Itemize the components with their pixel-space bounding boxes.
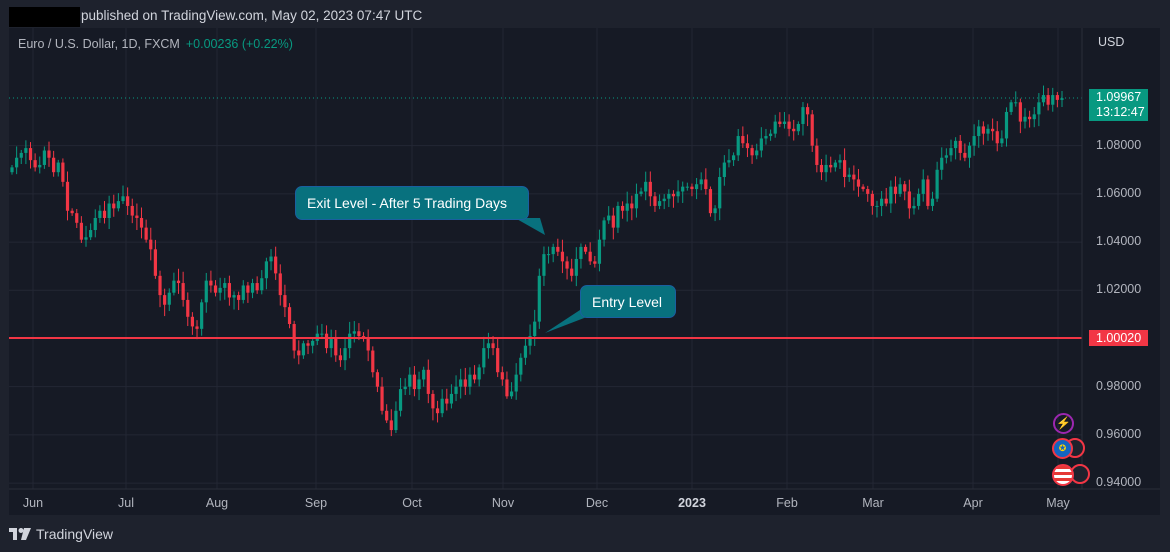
month-label: Aug: [205, 496, 229, 510]
current-price: 1.09967: [1096, 90, 1142, 104]
publish-header: published on TradingView.com, May 02, 20…: [0, 0, 1170, 32]
eu-flag-event-icon[interactable]: ✪: [1052, 438, 1073, 459]
lightning-event-icon[interactable]: ⚡: [1053, 413, 1074, 434]
month-label: Sep: [304, 496, 328, 510]
published-text: published on TradingView.com, May 02, 20…: [81, 8, 423, 23]
month-label: Jun: [22, 496, 44, 510]
price-tick: 0.96000: [1096, 427, 1142, 441]
month-label: Feb: [776, 496, 798, 510]
currency-label[interactable]: USD: [1098, 35, 1125, 49]
exit-level-label: Exit Level - After 5 Trading Days: [307, 195, 507, 211]
year-label: 2023: [678, 496, 706, 510]
month-label: Apr: [963, 496, 983, 510]
price-change: +0.00236 (+0.22%): [185, 37, 293, 51]
redacted-author: [9, 7, 80, 27]
month-label: Jul: [118, 496, 134, 510]
entry-level-label: Entry Level: [592, 293, 663, 310]
month-label: May: [1046, 496, 1070, 510]
month-label: Oct: [402, 496, 422, 510]
price-tick: 0.98000: [1096, 379, 1142, 393]
tradingview-logo[interactable]: TradingView: [9, 526, 113, 542]
month-label: Mar: [862, 496, 884, 510]
symbol-title: Euro / U.S. Dollar, 1D, FXCM: [18, 37, 180, 51]
brand-name: TradingView: [36, 526, 114, 542]
us-flag-event-icon[interactable]: [1052, 464, 1074, 486]
entry-level-callout[interactable]: Entry Level: [580, 285, 676, 318]
tradingview-logo-icon: [9, 528, 31, 540]
chart-legend: Euro / U.S. Dollar, 1D, FXCM +0.00236 (+0…: [18, 37, 293, 51]
chart-pane[interactable]: [9, 28, 1160, 515]
bar-countdown: 13:12:47: [1096, 105, 1145, 119]
price-tick: 0.94000: [1096, 475, 1142, 489]
month-label: Nov: [491, 496, 515, 510]
exit-level-callout[interactable]: Exit Level - After 5 Trading Days: [295, 186, 529, 220]
price-tick: 1.06000: [1096, 186, 1142, 200]
price-tick: 1.04000: [1096, 234, 1142, 248]
exit-callout-tail: [515, 218, 545, 235]
price-tick: 1.08000: [1096, 138, 1142, 152]
price-tick: 1.02000: [1096, 282, 1142, 296]
entry-price-tag: 1.00020: [1089, 330, 1148, 346]
current-price-tag: 1.09967 13:12:47: [1089, 89, 1148, 121]
month-label: Dec: [585, 496, 609, 510]
candles: [10, 85, 1064, 437]
